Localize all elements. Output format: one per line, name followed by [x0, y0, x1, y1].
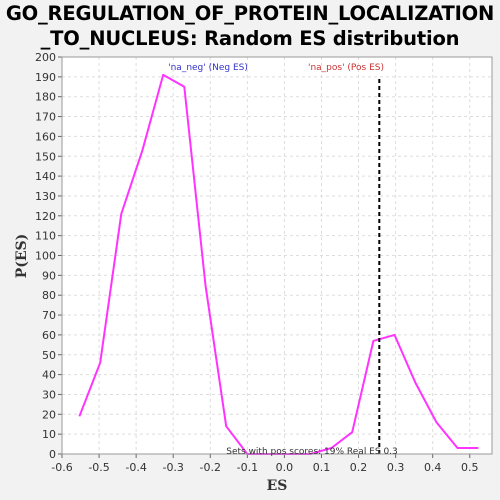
x-tick-label: -0.3: [162, 461, 183, 474]
x-tick-label: 0.1: [313, 461, 331, 474]
y-tick-label: 180: [35, 91, 56, 104]
y-axis-title: P(ES): [14, 234, 30, 279]
x-tick-label: -0.5: [88, 461, 109, 474]
y-tick-label: 80: [42, 289, 56, 302]
y-tick-label: 20: [42, 408, 56, 421]
x-tick-label: -0.1: [237, 461, 258, 474]
x-tick-label: 0.4: [424, 461, 442, 474]
y-axis-ticks: 0 10 20 30 40 50 60 70 80 90 100 110 120 130 140 150 160…: [35, 51, 62, 461]
x-tick-label: 0.0: [276, 461, 294, 474]
y-tick-label: 50: [42, 349, 56, 362]
y-tick-label: 100: [35, 250, 56, 263]
y-tick-label: 130: [35, 190, 56, 203]
y-tick-label: 90: [42, 269, 56, 282]
chart-title-line-2: _TO_NUCLEUS: Random ES distribution: [40, 27, 460, 50]
y-tick-label: 0: [49, 448, 56, 461]
plot-border: [61, 56, 493, 455]
x-tick-label: -0.4: [125, 461, 146, 474]
y-tick-label: 110: [35, 230, 56, 243]
x-axis-ticks: -0.6 -0.5 -0.4 -0.3 -0.2 -0.1 0.0 0.1 0.2 0.3 0.4 0…: [51, 454, 479, 474]
chart-title-line-1: GO_REGULATION_OF_PROTEIN_LOCALIZATION: [5, 2, 495, 25]
y-tick-label: 160: [35, 130, 56, 143]
x-tick-label: 0.2: [350, 461, 368, 474]
x-tick-label: 0.5: [461, 461, 479, 474]
y-tick-label: 60: [42, 329, 56, 342]
gridlines: [61, 56, 492, 455]
y-tick-label: 140: [35, 170, 56, 183]
y-tick-label: 70: [42, 309, 56, 322]
x-tick-label: -0.6: [51, 461, 72, 474]
x-tick-label: -0.2: [200, 461, 221, 474]
plot-area: [62, 57, 492, 454]
y-tick-label: 190: [35, 71, 56, 84]
y-tick-label: 10: [42, 428, 56, 441]
x-axis-title: ES: [267, 478, 288, 494]
y-tick-label: 170: [35, 111, 56, 124]
y-tick-label: 150: [35, 150, 56, 163]
neg-es-annotation: 'na_neg' (Neg ES): [168, 63, 248, 73]
x-tick-label: 0.3: [387, 461, 405, 474]
pos-es-annotation: 'na_pos' (Pos ES): [308, 63, 384, 73]
y-tick-label: 30: [42, 388, 56, 401]
y-tick-label: 200: [35, 51, 56, 64]
y-tick-label: 120: [35, 210, 56, 223]
pos-scores-annotation: Sets with pos scores: 19% Real ES 0.3: [226, 447, 398, 457]
y-tick-label: 40: [42, 369, 56, 382]
